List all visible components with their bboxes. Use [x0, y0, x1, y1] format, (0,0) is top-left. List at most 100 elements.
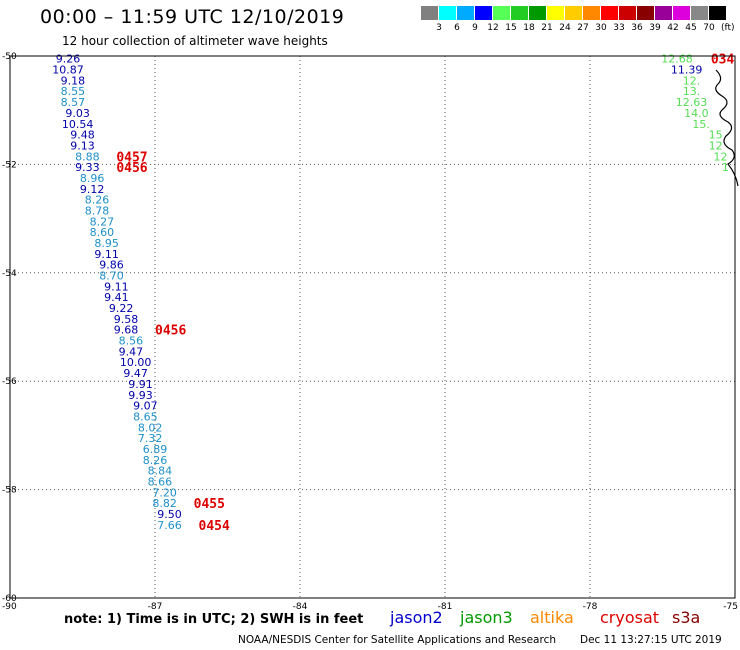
- west-track-wave-height-label: 8.26: [143, 454, 168, 467]
- west-track-wave-height-label: 8.84: [148, 465, 173, 478]
- west-track-wave-height-label: 8.78: [85, 204, 110, 217]
- scale-swatch: [673, 6, 690, 20]
- west-track-wave-height-label: 8.95: [94, 237, 119, 250]
- east-track-wave-height-label: 15.: [692, 118, 710, 131]
- west-track-wave-height-label: 9.58: [114, 313, 139, 326]
- west-track-wave-height-label: 9.50: [157, 508, 182, 521]
- satellite-label-altika: altika: [530, 608, 574, 627]
- scale-label: 39: [649, 23, 661, 33]
- east-track-time-label: 034: [711, 53, 735, 68]
- scale-swatch: [493, 6, 510, 20]
- west-track-wave-height-label: 9.86: [99, 259, 124, 272]
- scale-swatch: [655, 6, 672, 20]
- scale-label: 27: [577, 23, 589, 33]
- scale-label: 12: [487, 23, 499, 33]
- scale-swatch: [637, 6, 654, 20]
- y-tick-label: -54: [2, 269, 17, 279]
- chart-title: 00:00 – 11:59 UTC 12/10/2019: [40, 6, 345, 28]
- west-track-wave-height-label: 8.57: [61, 96, 86, 109]
- plot-frame: [9, 55, 736, 599]
- east-track-wave-height-label: 12: [709, 139, 723, 152]
- west-track-wave-height-label: 8.26: [85, 194, 110, 207]
- footer-note: note: 1) Time is in UTC; 2) SWH is in fe…: [64, 612, 364, 627]
- scale-swatch: [691, 6, 708, 20]
- scale-label: 6: [454, 23, 460, 33]
- satellite-label-jason3: jason3: [460, 608, 513, 627]
- scale-swatch: [511, 6, 528, 20]
- west-track-wave-height-label: 9.22: [109, 302, 134, 315]
- west-track-wave-height-label: 9.47: [119, 345, 144, 358]
- west-track-wave-height-label: 8.02: [138, 421, 163, 434]
- west-track-wave-height-label: 9.48: [70, 129, 95, 142]
- west-track-wave-height-label: 8.55: [61, 85, 86, 98]
- scale-label: 36: [631, 23, 643, 33]
- west-track-wave-height-label: 9.41: [104, 291, 129, 304]
- west-track-wave-height-label: 9.13: [70, 139, 95, 152]
- west-track-wave-height-label: 7.66: [157, 519, 182, 532]
- west-track-wave-height-label: 8.60: [90, 226, 115, 239]
- scale-label: 24: [559, 23, 571, 33]
- scale-swatch: [619, 6, 636, 20]
- west-track-wave-height-label: 9.47: [123, 367, 148, 380]
- scale-swatch: [601, 6, 618, 20]
- generation-timestamp: Dec 11 13:27:15 UTC 2019: [580, 634, 722, 646]
- satellite-label-jason2: jason2: [390, 608, 443, 627]
- west-track-wave-height-label: 8.82: [152, 497, 177, 510]
- west-track-wave-height-label: 8.56: [119, 335, 144, 348]
- credit-line: NOAA/NESDIS Center for Satellite Applica…: [238, 634, 556, 646]
- y-tick-label: -58: [2, 486, 17, 496]
- y-tick-label: -56: [2, 377, 17, 387]
- scale-label: 30: [595, 23, 607, 33]
- scale-swatch: [547, 6, 564, 20]
- west-track-wave-height-label: 8.27: [90, 215, 115, 228]
- west-track-wave-height-label: 10.87: [52, 64, 84, 77]
- scale-swatch: [709, 6, 726, 20]
- west-track-time-label: 0456: [116, 161, 147, 176]
- x-tick-label: -81: [438, 602, 453, 612]
- west-track-wave-height-label: 9.18: [61, 74, 86, 87]
- scale-label: 3: [436, 23, 442, 33]
- west-track-wave-height-label: 8.70: [99, 270, 124, 283]
- scale-label: 21: [541, 23, 553, 33]
- west-track-wave-height-label: 9.11: [94, 248, 119, 261]
- satellite-label-s3a: s3a: [672, 608, 701, 627]
- scale-unit: (ft): [721, 23, 735, 33]
- east-track-wave-height-label: 1: [722, 161, 729, 174]
- west-track-wave-height-label: 7.20: [152, 486, 177, 499]
- scale-swatch: [529, 6, 546, 20]
- west-track-wave-height-label: 9.93: [128, 389, 153, 402]
- scale-label: 15: [505, 23, 517, 33]
- west-track-wave-height-label: 8.88: [75, 150, 100, 163]
- y-tick-label: -52: [2, 160, 17, 170]
- x-tick-label: -87: [148, 602, 163, 612]
- scale-swatch: [439, 6, 456, 20]
- east-track-wave-height-label: 11.39: [671, 64, 703, 77]
- west-track-wave-height-label: 10.00: [120, 356, 152, 369]
- scale-label: 9: [472, 23, 478, 33]
- east-track-wave-height-label: 12.: [683, 74, 701, 87]
- west-track-time-label: 0455: [194, 497, 225, 512]
- y-tick-label: -60: [2, 594, 17, 604]
- scale-label: 18: [523, 23, 535, 33]
- west-track-wave-height-label: 10.54: [62, 118, 94, 131]
- west-track-time-label: 0454: [199, 519, 230, 534]
- east-track-wave-height-label: 12.63: [676, 96, 708, 109]
- west-track-time-label: 0457: [116, 150, 147, 165]
- east-track-wave-height-label: 13.: [683, 85, 701, 98]
- west-track-wave-height-label: 9.68: [114, 324, 139, 337]
- west-track-wave-height-label: 9.03: [65, 107, 90, 120]
- scale-swatch: [421, 6, 438, 20]
- scale-label: 42: [667, 23, 679, 33]
- scale-swatch: [457, 6, 474, 20]
- scale-label: 45: [685, 23, 697, 33]
- x-tick-label: -84: [293, 602, 308, 612]
- color-scale-legend: 3 6 9 12 15 18 21 24 27 30 33 36 39 42 45 70 (ft): [421, 4, 735, 38]
- west-track-wave-height-label: 8.96: [80, 172, 105, 185]
- east-track-wave-height-label: 15: [709, 129, 723, 142]
- scale-label: 70: [703, 23, 715, 33]
- satellite-label-cryosat: cryosat: [600, 608, 660, 627]
- scale-swatch: [583, 6, 600, 20]
- scale-label: 33: [613, 23, 625, 33]
